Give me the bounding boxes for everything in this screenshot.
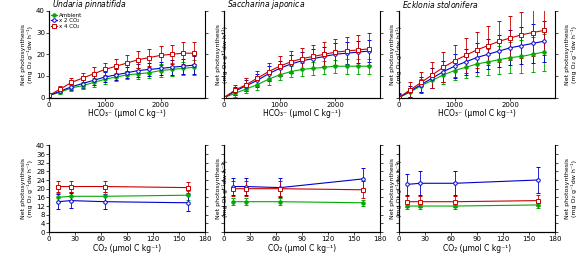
Text: $\it{Ecklonia\ stolonifera}$: $\it{Ecklonia\ stolonifera}$ bbox=[402, 0, 478, 10]
Y-axis label: Net photosynthesis
(mg O₂ g⁻¹dw h⁻¹): Net photosynthesis (mg O₂ g⁻¹dw h⁻¹) bbox=[21, 158, 33, 219]
Text: $\it{Saccharina\ japonica}$: $\it{Saccharina\ japonica}$ bbox=[227, 0, 305, 11]
X-axis label: HCO₃⁻ (μmol C kg⁻¹): HCO₃⁻ (μmol C kg⁻¹) bbox=[263, 109, 341, 118]
X-axis label: CO₂ (μmol C kg⁻¹): CO₂ (μmol C kg⁻¹) bbox=[93, 244, 161, 253]
X-axis label: HCO₃⁻ (μmol C kg⁻¹): HCO₃⁻ (μmol C kg⁻¹) bbox=[88, 109, 166, 118]
Text: $\it{Undaria\ pinnatifida}$: $\it{Undaria\ pinnatifida}$ bbox=[52, 0, 127, 11]
Y-axis label: Net photosynthesis
(mg O₂ g⁻¹dw h⁻¹): Net photosynthesis (mg O₂ g⁻¹dw h⁻¹) bbox=[216, 24, 228, 85]
Y-axis label: Net photosynthesis
(mg O₂ g⁻¹dw h⁻¹): Net photosynthesis (mg O₂ g⁻¹dw h⁻¹) bbox=[391, 158, 402, 219]
Legend: Ambient, x 2 CO₂, x 4 CO₂: Ambient, x 2 CO₂, x 4 CO₂ bbox=[50, 12, 83, 30]
Y-axis label: Net photosynthesis
(mg O₂ g⁻¹dw h⁻¹): Net photosynthesis (mg O₂ g⁻¹dw h⁻¹) bbox=[565, 158, 577, 219]
Y-axis label: Net photosynthesis
(mg O₂ g⁻¹dw h⁻¹): Net photosynthesis (mg O₂ g⁻¹dw h⁻¹) bbox=[391, 24, 402, 85]
X-axis label: CO₂ (μmol C kg⁻¹): CO₂ (μmol C kg⁻¹) bbox=[268, 244, 336, 253]
X-axis label: CO₂ (μmol C kg⁻¹): CO₂ (μmol C kg⁻¹) bbox=[443, 244, 511, 253]
Y-axis label: Net photosynthesis
(mg O₂ g⁻¹dw h⁻¹): Net photosynthesis (mg O₂ g⁻¹dw h⁻¹) bbox=[565, 24, 577, 85]
X-axis label: HCO₃⁻ (μmol C kg⁻¹): HCO₃⁻ (μmol C kg⁻¹) bbox=[438, 109, 516, 118]
Y-axis label: Net photosynthesis
(mg O₂ g⁻¹dw h⁻¹): Net photosynthesis (mg O₂ g⁻¹dw h⁻¹) bbox=[216, 158, 228, 219]
Y-axis label: Net photosynthesis
(mg O₂ g⁻¹dw h⁻¹): Net photosynthesis (mg O₂ g⁻¹dw h⁻¹) bbox=[21, 24, 33, 85]
